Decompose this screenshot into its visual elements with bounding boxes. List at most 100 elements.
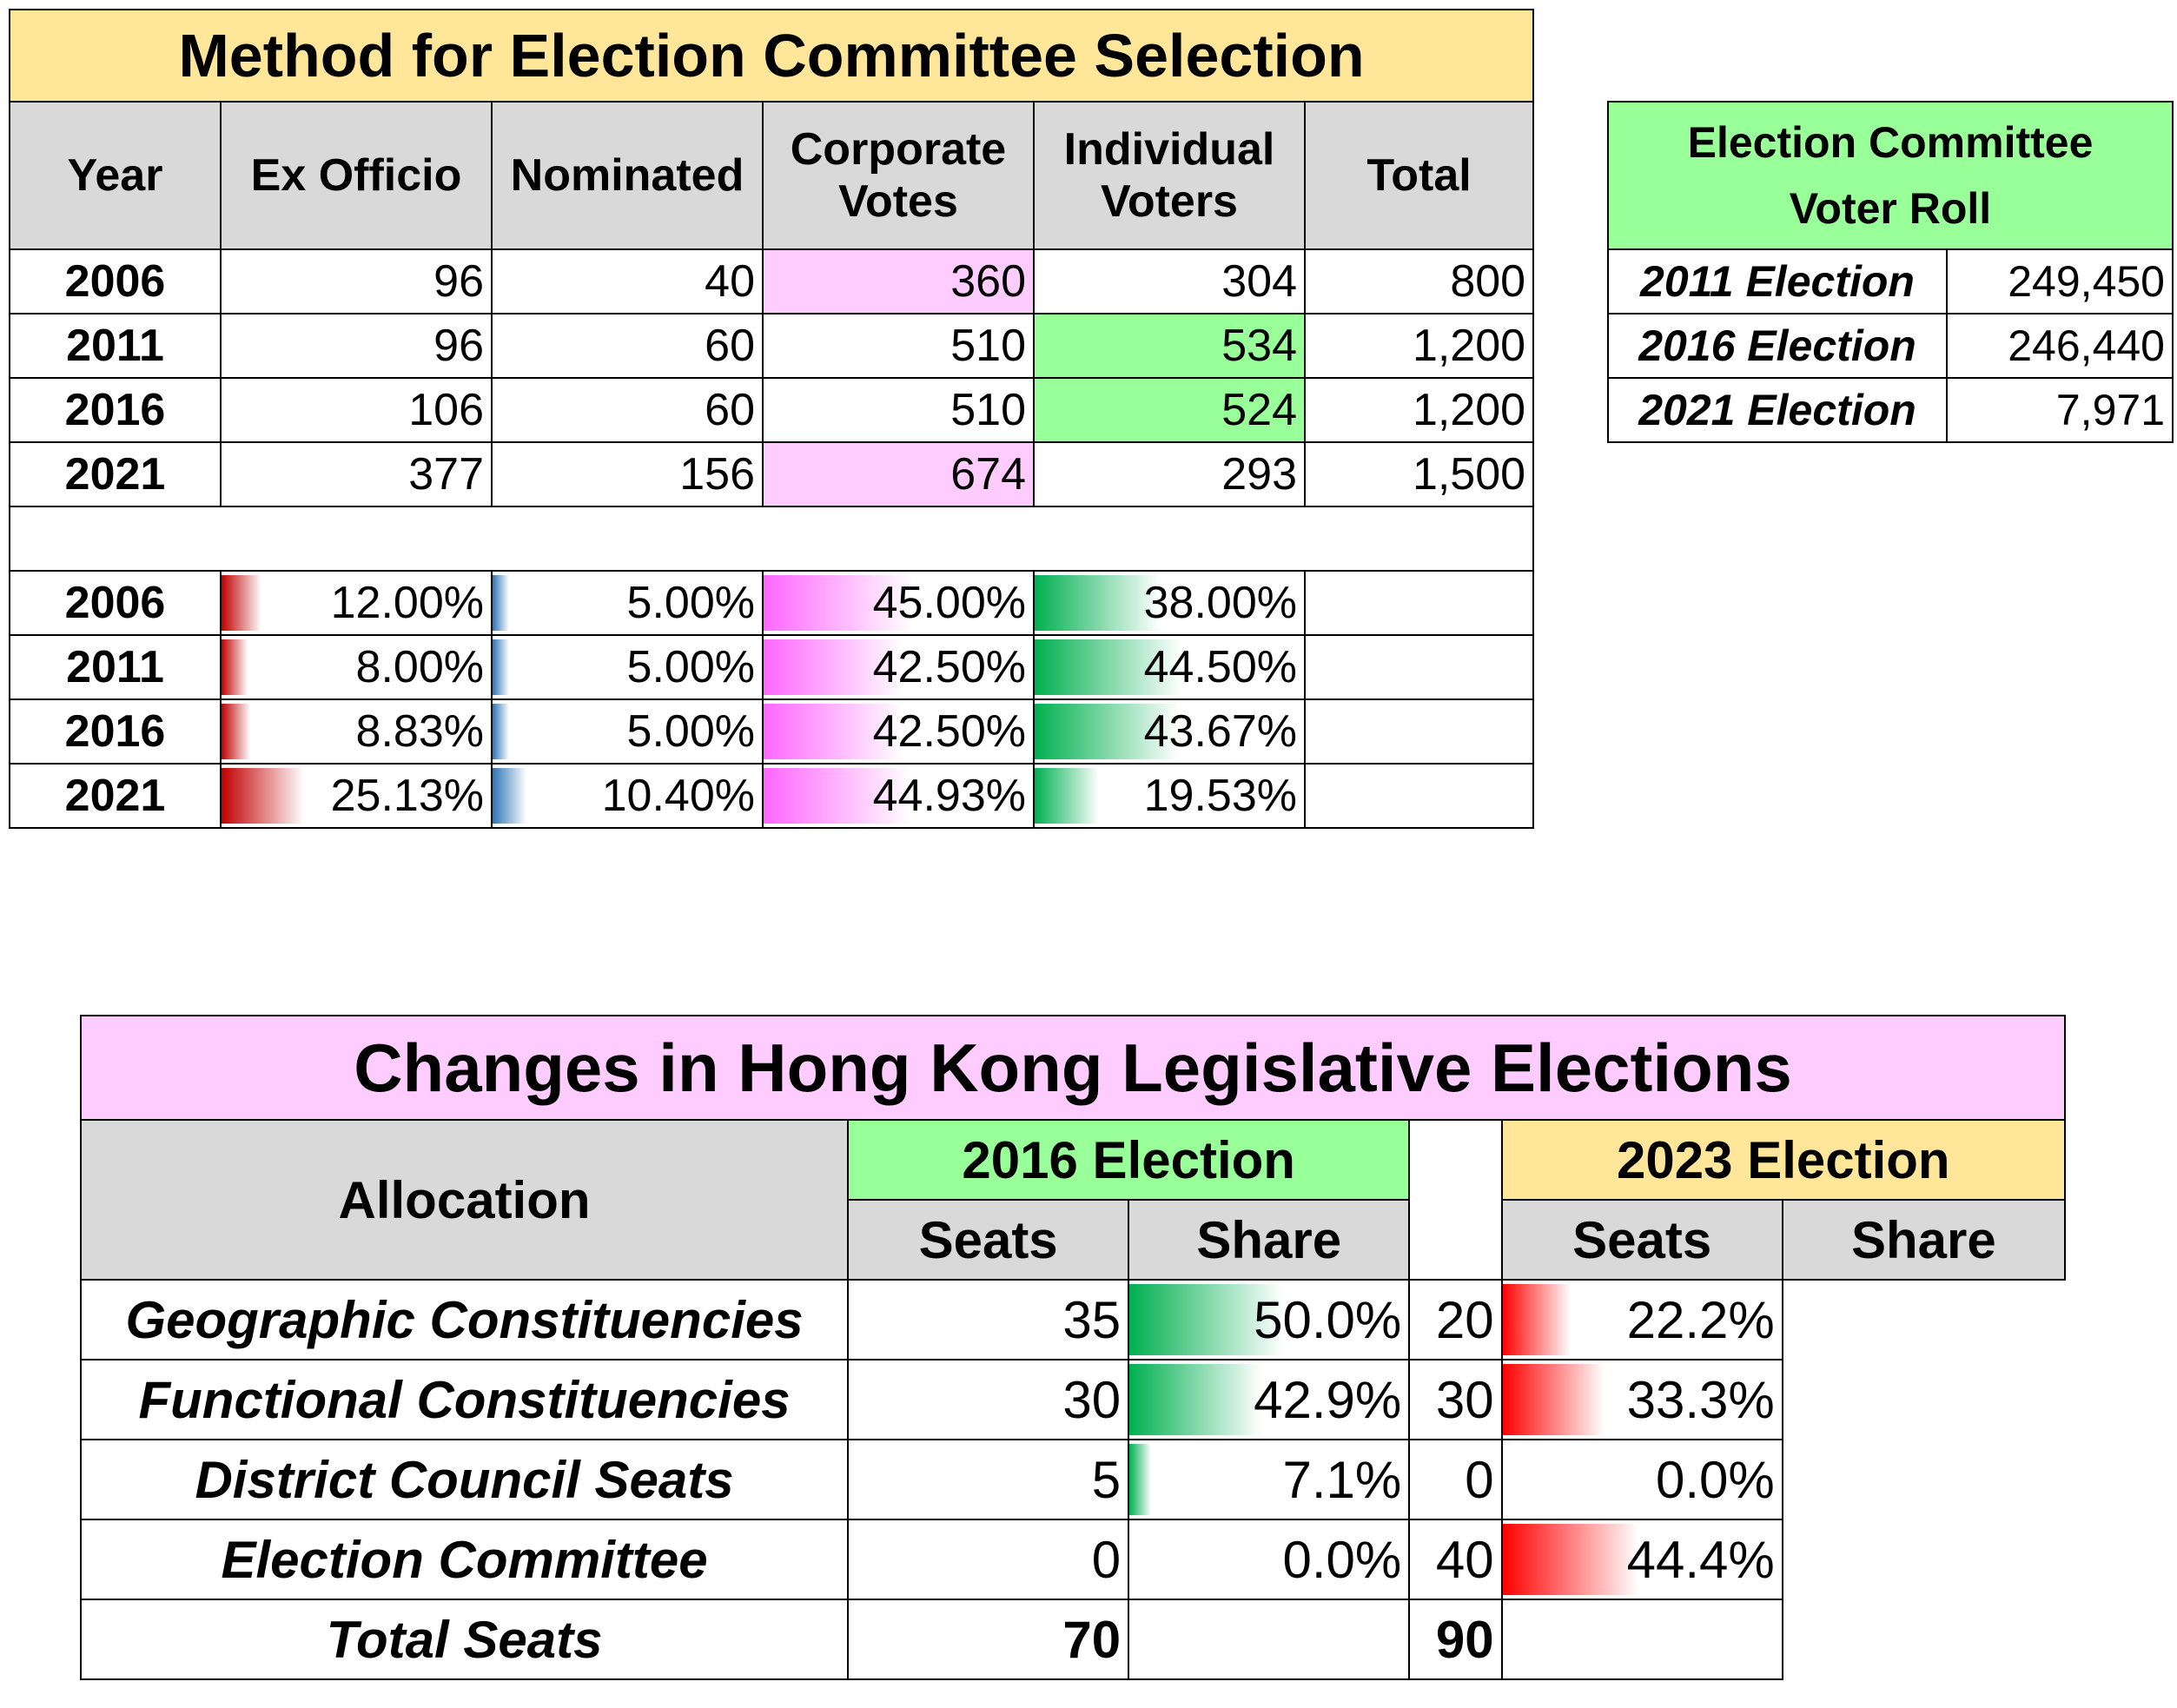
corporate-votes-share-value: 42.50% (872, 706, 1026, 757)
share-value: 0.0% (1282, 1530, 1402, 1589)
data-bar (1035, 575, 1160, 631)
empty-cell (1303, 763, 1535, 829)
individual-voters-count: 534 (1033, 313, 1306, 379)
ex-officio-share-value: 12.00% (330, 578, 484, 628)
ex-officio-count: 106 (220, 377, 493, 443)
nominated-share-value: 5.00% (626, 578, 755, 628)
data-bar (493, 768, 527, 824)
data-bar (1129, 1444, 1152, 1515)
allocation-row: District Council Seats 5 7.1% 0 0.0% (79, 1439, 2065, 1520)
percentage-row: 2021 25.13% 10.40% 44.93% 19.53% (9, 763, 1535, 829)
voter-roll-title: Election Committee Voter Roll (1607, 101, 2174, 250)
share-2016: 50.0% (1128, 1279, 1411, 1360)
share-value: 50.0% (1254, 1290, 1402, 1349)
data-bar (764, 639, 903, 695)
share-header: Share (1128, 1199, 1411, 1281)
seats-2023: 0 (1408, 1439, 1503, 1520)
count-rows: 2006 96 40 360 304 800 2011 96 60 510 534 1,200 2016… (9, 248, 1535, 507)
ex-officio-count: 96 (220, 313, 493, 379)
nominated-share: 5.00% (491, 570, 764, 636)
spacer-row (8, 506, 1535, 572)
committee-table-title: Method for Election Committee Selection (8, 9, 1535, 103)
share-2023: 0.0% (1500, 1439, 1783, 1520)
count-row: 2021 377 156 674 293 1,500 (9, 441, 1535, 507)
allocation-label: District Council Seats (79, 1439, 850, 1520)
header-year: Year (9, 101, 222, 250)
corporate-votes-share: 45.00% (762, 570, 1035, 636)
individual-voters-share-value: 44.50% (1143, 642, 1297, 692)
corporate-votes-count: 510 (762, 313, 1035, 379)
corporate-votes-share-value: 44.93% (872, 771, 1026, 821)
data-bar (764, 575, 912, 631)
header-individual-voters: Individual Voters (1033, 101, 1306, 250)
ex-officio-share-value: 8.00% (355, 642, 484, 692)
data-bar (1035, 768, 1100, 824)
data-bar (1502, 1364, 1605, 1435)
nominated-share-value: 5.00% (626, 642, 755, 692)
individual-voters-share: 44.50% (1033, 634, 1306, 700)
nominated-share-value: 10.40% (601, 771, 755, 821)
column-gap (1408, 1120, 1503, 1280)
voter-roll-label: 2021 Election (1607, 377, 1948, 443)
individual-voters-share: 43.67% (1033, 698, 1306, 765)
allocation-label: Geographic Constituencies (79, 1279, 850, 1360)
ex-officio-share-value: 8.83% (355, 706, 484, 757)
seats-2016: 0 (847, 1519, 1130, 1600)
voter-roll-label: 2016 Election (1607, 313, 1948, 379)
share-value: 44.4% (1626, 1530, 1775, 1589)
individual-voters-count: 304 (1033, 248, 1306, 314)
percentage-row: 2016 8.83% 5.00% 42.50% 43.67% (9, 698, 1535, 765)
legco-table-title: Changes in Hong Kong Legislative Electio… (80, 1015, 2066, 1121)
row-year: 2011 (9, 313, 222, 379)
percentage-rows: 2006 12.00% 5.00% 45.00% 38.00% 2011 8.00% 5.00… (9, 570, 1535, 829)
seats-2023: 30 (1408, 1359, 1503, 1440)
nominated-share-value: 5.00% (626, 706, 755, 757)
nominated-share: 5.00% (491, 698, 764, 765)
seats-header: Seats (1500, 1199, 1783, 1281)
data-bar (222, 575, 261, 631)
ex-officio-share: 12.00% (220, 570, 493, 636)
individual-voters-share: 38.00% (1033, 570, 1306, 636)
allocation-row: Geographic Constituencies 35 50.0% 20 22.2% (79, 1279, 2065, 1360)
empty-cell (1303, 698, 1535, 765)
row-year: 2006 (9, 570, 222, 636)
individual-voters-share-value: 19.53% (1143, 771, 1297, 821)
allocation-label: Functional Constituencies (79, 1359, 850, 1440)
voter-roll-value: 249,450 (1946, 248, 2174, 314)
nominated-share: 10.40% (491, 763, 764, 829)
total-count: 800 (1303, 248, 1535, 314)
data-bar (493, 704, 509, 759)
committee-selection-table: Method for Election Committee Selection … (8, 9, 1535, 829)
row-year: 2021 (9, 441, 222, 507)
data-bar (1502, 1524, 1639, 1595)
share-value: 0.0% (1655, 1450, 1775, 1509)
voter-roll-table: Election Committee Voter Roll 2011 Elect… (1607, 101, 2174, 443)
share-value: 22.2% (1626, 1290, 1775, 1349)
seats-2016: 30 (847, 1359, 1130, 1440)
row-year: 2016 (9, 698, 222, 765)
total-count: 1,200 (1303, 377, 1535, 443)
corporate-votes-count: 360 (762, 248, 1035, 314)
share-header: Share (1781, 1199, 2067, 1281)
data-bar (1502, 1284, 1571, 1355)
ex-officio-share: 25.13% (220, 763, 493, 829)
individual-voters-share-value: 43.67% (1143, 706, 1297, 757)
nominated-count: 60 (491, 313, 764, 379)
total-share-2016-empty (1128, 1599, 1411, 1680)
corporate-votes-count: 510 (762, 377, 1035, 443)
individual-voters-share-value: 38.00% (1143, 578, 1297, 628)
legco-changes-table: Changes in Hong Kong Legislative Electio… (79, 1015, 2067, 1680)
share-2016: 42.9% (1128, 1359, 1411, 1440)
allocation-header: Allocation (79, 1119, 850, 1281)
data-bar (222, 704, 251, 759)
individual-voters-share: 19.53% (1033, 763, 1306, 829)
share-2023: 44.4% (1500, 1519, 1783, 1600)
row-year: 2006 (9, 248, 222, 314)
nominated-share: 5.00% (491, 634, 764, 700)
voter-roll-title-line2: Voter Roll (1789, 184, 1992, 233)
ex-officio-share-value: 25.13% (330, 771, 484, 821)
allocation-row: Functional Constituencies 30 42.9% 30 33.3% (79, 1359, 2065, 1440)
data-bar (222, 768, 305, 824)
data-bar (493, 575, 509, 631)
total-count: 1,500 (1303, 441, 1535, 507)
